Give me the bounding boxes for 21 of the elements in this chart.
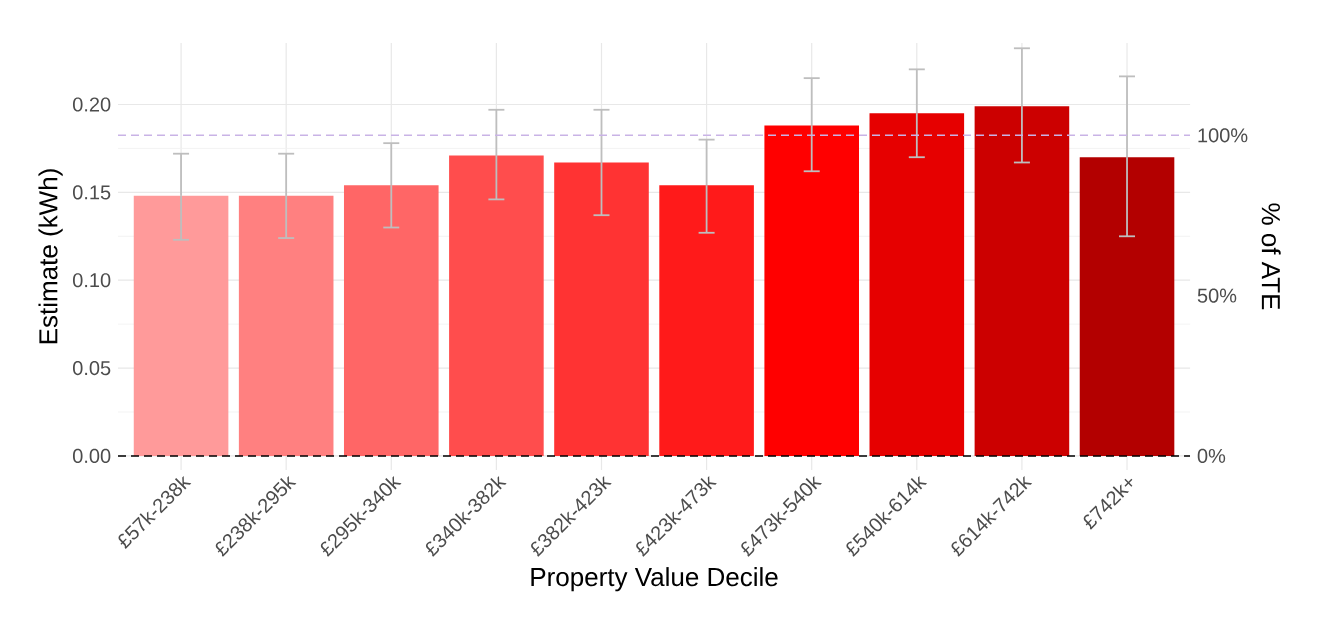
bar (869, 113, 965, 456)
bar (1079, 157, 1175, 456)
bar (133, 195, 229, 456)
bar (554, 162, 649, 456)
y-tick-label: 0.15 (72, 185, 111, 200)
y-tick-label: 0.20 (72, 97, 111, 112)
y-tick-label: 0.10 (72, 273, 111, 288)
y-tick-label: 0.00 (72, 448, 111, 464)
bar (659, 185, 754, 456)
bar (238, 195, 334, 456)
bar (449, 155, 544, 456)
bar (974, 106, 1070, 456)
y2-axis-title: % of ATE (1261, 203, 1281, 310)
y2-tick-label: 100% (1198, 128, 1248, 143)
y-tick-label: 0.05 (72, 361, 111, 376)
y2-tick-label: 50% (1197, 288, 1237, 303)
y-axis-title: Estimate (kWh) (38, 169, 63, 344)
bar (764, 125, 859, 456)
bar (343, 185, 439, 456)
y2-tick-label: 0% (1197, 448, 1226, 463)
x-axis-title: Property Value Decile (531, 567, 778, 592)
